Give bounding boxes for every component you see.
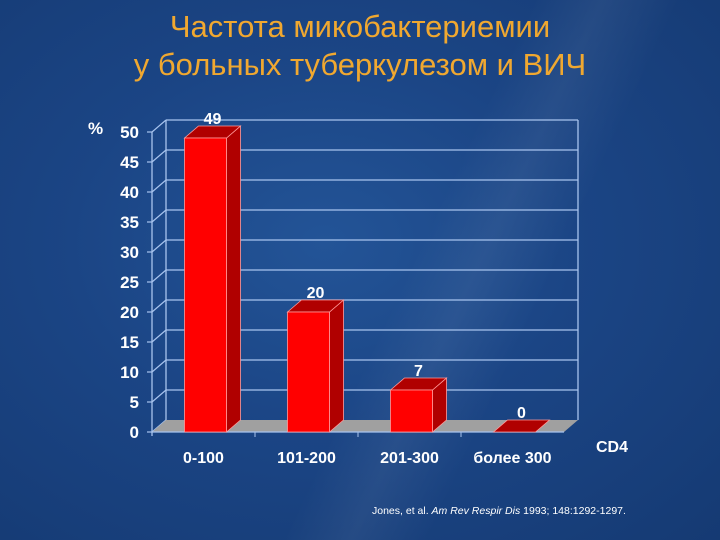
x-axis-label: CD4 [596, 439, 628, 456]
citation-details: 1993; 148:1292-1297. [520, 505, 626, 517]
y-tick-label: 30 [120, 243, 139, 262]
bar-201-300 [390, 389, 433, 433]
title-line-2: у больных туберкулезом и ВИЧ [133, 47, 587, 82]
side-wall-gridline [151, 149, 167, 163]
side-wall-gridline [151, 209, 167, 223]
y-tick-label: 10 [120, 363, 139, 382]
y-tick-label: 25 [120, 273, 139, 292]
y-tick-label: 15 [120, 333, 139, 352]
bar-более 300 [492, 419, 551, 433]
side-wall-gridline [151, 389, 167, 403]
citation: Jones, et al. Am Rev Respir Dis 1993; 14… [372, 505, 626, 517]
x-tick-label: 101-200 [277, 450, 336, 467]
y-tick-label: 0 [130, 423, 139, 442]
y-tick-label: 5 [130, 393, 139, 412]
x-tick-label: 201-300 [380, 450, 439, 467]
side-wall-gridline [151, 179, 167, 193]
x-tick-label: 0-100 [183, 450, 224, 467]
bar-side [329, 299, 344, 433]
data-label: 0 [517, 405, 526, 422]
y-axis-label: % [88, 119, 103, 138]
citation-authors: Jones, et al. [372, 505, 432, 517]
y-tick-label: 20 [120, 303, 139, 322]
title-line-1: Частота микобактериемии [169, 9, 551, 44]
citation-journal: Am Rev Respir Dis [431, 505, 521, 517]
slide-title: Частота микобактериемии у больных туберк… [0, 8, 720, 84]
bar-side [226, 125, 241, 433]
side-wall-gridline [151, 239, 167, 253]
side-wall-gridline [151, 359, 167, 373]
data-label: 7 [414, 363, 423, 380]
side-wall-gridline [151, 329, 167, 343]
side-wall-gridline [151, 269, 167, 283]
side-wall-gridline [151, 119, 167, 133]
data-label: 49 [204, 111, 222, 128]
chart-floor [152, 420, 578, 432]
x-tick-label: более 300 [473, 450, 551, 467]
bar-0-100 [184, 137, 227, 433]
y-tick-label: 45 [120, 153, 139, 172]
y-tick-label: 40 [120, 183, 139, 202]
bar-101-200 [287, 311, 330, 433]
data-label: 20 [307, 285, 325, 302]
side-wall-gridline [151, 299, 167, 313]
y-tick-label: 35 [120, 213, 139, 232]
y-tick-label: 50 [120, 123, 139, 142]
